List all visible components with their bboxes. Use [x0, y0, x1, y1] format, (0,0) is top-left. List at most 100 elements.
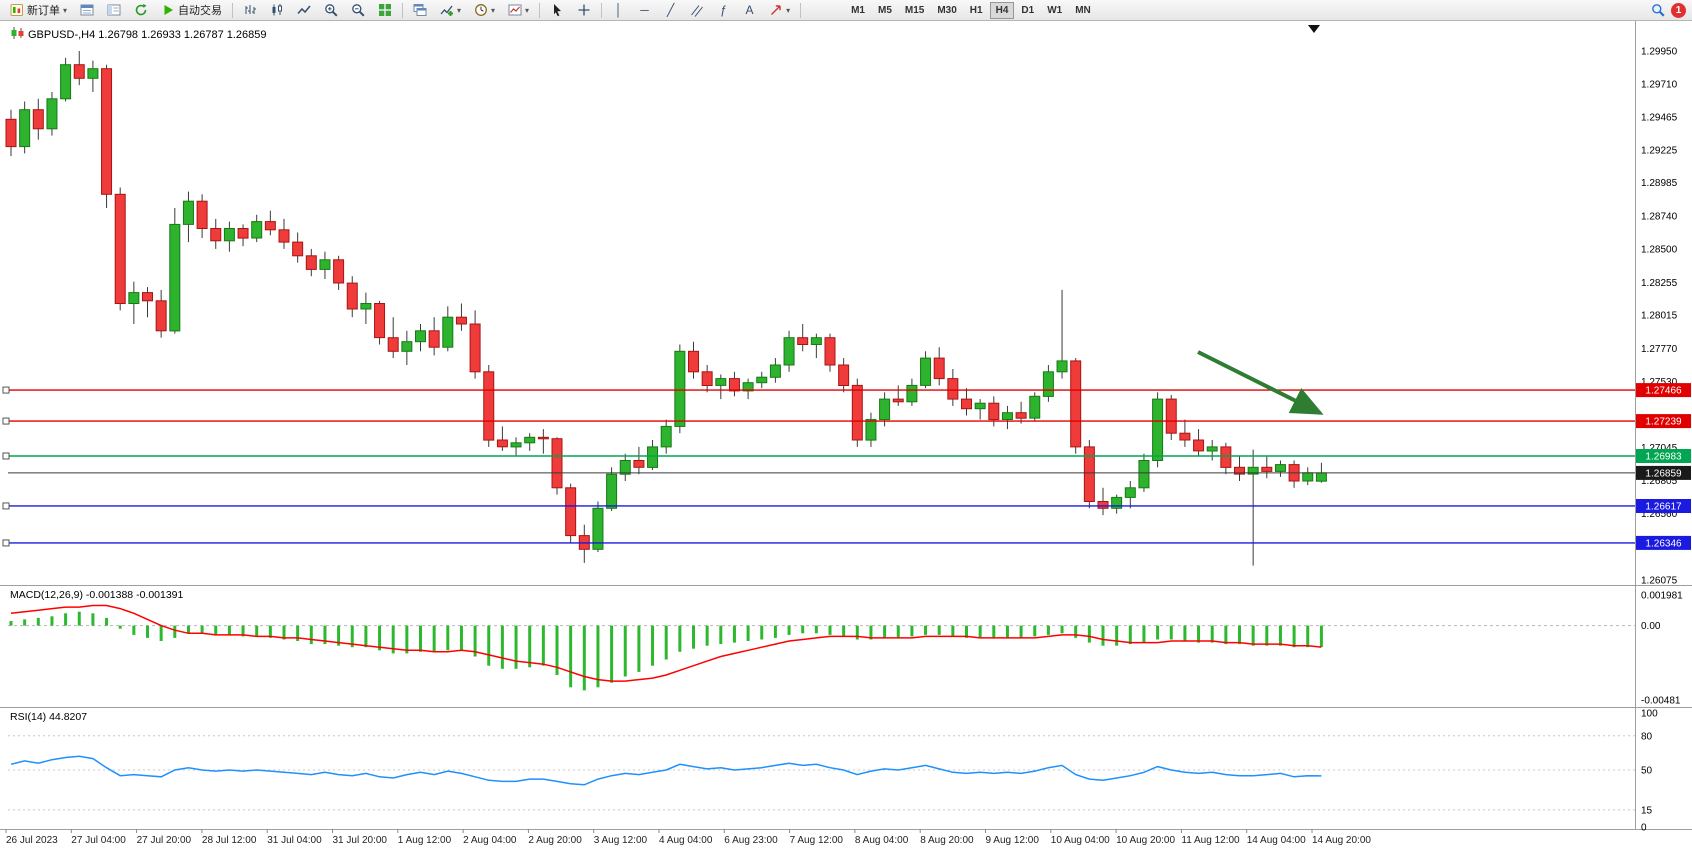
refresh-button[interactable]	[128, 1, 154, 20]
indicators-button[interactable]: ▾	[434, 1, 467, 20]
timeframe-w1-button[interactable]: W1	[1041, 2, 1068, 19]
trendline-tool-button[interactable]: ╱	[658, 1, 683, 20]
new-order-button[interactable]: 新订单 ▾	[4, 1, 73, 20]
auto-trading-label: 自动交易	[178, 5, 223, 17]
templates-button[interactable]: ▾	[502, 1, 535, 20]
timeframe-mn-button[interactable]: MN	[1069, 2, 1097, 19]
chart-shift-marker[interactable]	[1308, 25, 1320, 33]
line-anchor[interactable]	[2, 417, 10, 425]
zoom-out-button[interactable]	[345, 1, 371, 20]
svg-text:7 Aug 12:00: 7 Aug 12:00	[790, 835, 844, 846]
zoom-in-button[interactable]	[318, 1, 344, 20]
tile-windows-button[interactable]	[372, 1, 398, 20]
time-axis[interactable]: 26 Jul 2023 27 Jul 04:00 27 Jul 20:00 28 Ju…	[5, 829, 1371, 846]
navigator-button[interactable]	[101, 1, 127, 20]
indicators-plus-icon	[440, 5, 454, 16]
svg-text:1.27770: 1.27770	[1641, 344, 1678, 355]
rsi-line	[10, 755, 1322, 786]
notification-badge[interactable]: 1	[1671, 2, 1686, 18]
channel-tool-button[interactable]	[684, 1, 710, 20]
line-anchor[interactable]	[2, 452, 10, 460]
market-watch-icon	[80, 4, 94, 16]
svg-text:1.27239: 1.27239	[1645, 417, 1682, 428]
svg-text:10 Aug 04:00: 10 Aug 04:00	[1051, 835, 1110, 846]
arrange-windows-button[interactable]	[407, 1, 433, 20]
arrows-tool-icon	[771, 5, 781, 15]
arrows-tool-button[interactable]: ▾	[763, 1, 796, 20]
svg-text:1.26075: 1.26075	[1641, 575, 1678, 586]
navigator-icon	[107, 4, 121, 16]
svg-text:31 Jul 20:00: 31 Jul 20:00	[333, 835, 388, 846]
timeframe-h4-button[interactable]: H4	[989, 1, 1015, 19]
line-anchor[interactable]	[2, 539, 10, 547]
arrange-windows-icon	[413, 4, 427, 16]
auto-trading-play-icon	[164, 5, 174, 15]
svg-text:0: 0	[1641, 823, 1647, 834]
svg-text:100: 100	[1641, 709, 1658, 720]
svg-text:0.001981: 0.001981	[1641, 591, 1683, 602]
cursor-icon	[554, 4, 562, 17]
svg-text:1.28740: 1.28740	[1641, 212, 1678, 223]
trendline-icon: ╱	[666, 3, 675, 17]
price-badge: 1.26859	[1636, 465, 1691, 480]
market-watch-button[interactable]	[74, 1, 100, 20]
candlestick-chart-button[interactable]	[264, 1, 290, 20]
timeframe-toolbar: M1 M5 M15 M30 H1 H4 D1 W1 MN	[845, 1, 1097, 19]
line-anchor[interactable]	[2, 502, 10, 510]
timeframe-h1-button[interactable]: H1	[964, 2, 989, 19]
text-tool-button[interactable]: A	[737, 1, 762, 20]
bar-chart-button[interactable]	[237, 1, 263, 20]
chevron-down-icon: ▾	[786, 5, 791, 15]
svg-text:2 Aug 20:00: 2 Aug 20:00	[528, 835, 582, 846]
svg-text:1.28015: 1.28015	[1641, 311, 1678, 322]
svg-text:15: 15	[1641, 805, 1653, 816]
fibonacci-icon: ƒ	[720, 3, 727, 17]
svg-text:6 Aug 23:00: 6 Aug 23:00	[724, 835, 778, 846]
svg-text:1.26805: 1.26805	[1641, 476, 1678, 487]
svg-text:27 Jul 04:00: 27 Jul 04:00	[71, 835, 126, 846]
svg-text:4 Aug 04:00: 4 Aug 04:00	[659, 835, 713, 846]
svg-text:1.26617: 1.26617	[1645, 501, 1682, 512]
svg-text:RSI(14) 44.8207: RSI(14) 44.8207	[10, 711, 87, 723]
svg-text:1.28255: 1.28255	[1641, 278, 1678, 289]
svg-text:3 Aug 12:00: 3 Aug 12:00	[594, 835, 648, 846]
svg-text:2 Aug 04:00: 2 Aug 04:00	[463, 835, 517, 846]
macd-signal-line	[10, 604, 1322, 682]
timeframe-m30-button[interactable]: M30	[931, 2, 962, 19]
svg-text:28 Jul 12:00: 28 Jul 12:00	[202, 835, 257, 846]
periods-button[interactable]: ▾	[468, 1, 501, 20]
macd-pane: 0.001981 0.00 -0.00481 MACD(12,26,9) -0.001…	[8, 589, 1683, 706]
line-anchor[interactable]	[2, 386, 10, 394]
timeframe-m1-button[interactable]: M1	[845, 2, 871, 19]
crosshair-button[interactable]	[571, 1, 597, 20]
trend-arrow-annotation[interactable]	[1197, 350, 1324, 415]
cursor-button[interactable]	[544, 1, 570, 20]
toolbar-right-group: 1	[1651, 2, 1688, 18]
rsi-pane: 100 80 50 15 0 RSI(14) 44.8207	[8, 709, 1658, 834]
vertical-line-tool-button[interactable]: │	[606, 1, 631, 20]
svg-text:-0.00481: -0.00481	[1641, 695, 1681, 706]
horizontal-line-tool-button[interactable]: ─	[632, 1, 657, 20]
timeframe-m15-button[interactable]: M15	[899, 2, 930, 19]
auto-trading-button[interactable]: 自动交易	[155, 1, 228, 20]
candlestick-chart-icon	[272, 4, 283, 16]
timeframe-d1-button[interactable]: D1	[1015, 2, 1040, 19]
toolbar-separator	[601, 2, 603, 18]
price-axis[interactable]: 1.29950 1.29710 1.29465 1.29225 1.28985 1.287…	[1641, 47, 1678, 587]
fibonacci-tool-button[interactable]: ƒ	[711, 1, 736, 20]
svg-text:26 Jul 2023: 26 Jul 2023	[6, 835, 58, 846]
svg-text:1 Aug 12:00: 1 Aug 12:00	[398, 835, 452, 846]
bar-chart-icon	[245, 5, 257, 14]
svg-text:1.27530: 1.27530	[1641, 377, 1678, 388]
svg-text:14 Aug 20:00: 14 Aug 20:00	[1312, 835, 1371, 846]
zoom-out-icon	[352, 4, 365, 17]
svg-text:1.26560: 1.26560	[1641, 509, 1678, 520]
line-chart-button[interactable]	[291, 1, 317, 20]
search-icon[interactable]	[1651, 3, 1665, 17]
timeframe-m5-button[interactable]: M5	[872, 2, 898, 19]
svg-text:11 Aug 12:00: 11 Aug 12:00	[1181, 835, 1240, 846]
main-toolbar: 新订单 ▾ 自动交易	[0, 0, 1692, 21]
equidistant-channel-icon	[691, 5, 703, 17]
svg-text:0.00: 0.00	[1641, 621, 1661, 632]
